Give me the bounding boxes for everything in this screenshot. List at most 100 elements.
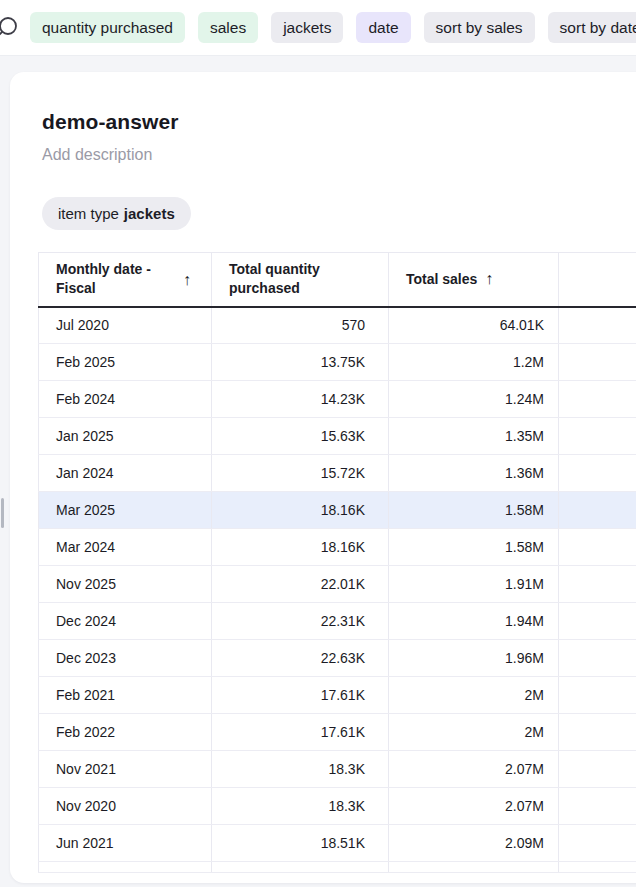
cell-monthly-date[interactable]: Dec 2023	[39, 640, 212, 677]
table-body: Jul 2020 570 64.01K Feb 2025 13.75K 1.2M…	[39, 307, 636, 873]
cell-total-sales[interactable]: 1.58M	[389, 529, 559, 566]
column-header-total-quantity[interactable]: Total quantity purchased	[212, 253, 389, 307]
cell-empty[interactable]	[559, 825, 636, 862]
cell-empty[interactable]	[559, 529, 636, 566]
filter-chip-value: jackets	[124, 205, 175, 222]
cell-total-quantity[interactable]: 22.63K	[212, 640, 389, 677]
cell-total-quantity[interactable]: 22.31K	[212, 603, 389, 640]
search-token-list: quantity purchased sales jackets date so…	[30, 12, 636, 43]
cell-total-sales[interactable]: 1.58M	[389, 492, 559, 529]
table-row: Nov 2020 18.3K 2.07M	[39, 788, 636, 825]
cell-empty[interactable]	[559, 603, 636, 640]
cell-empty[interactable]	[559, 418, 636, 455]
search-token[interactable]: sort by date	[548, 12, 636, 43]
filter-chip-prefix: item type	[58, 205, 119, 222]
search-icon[interactable]	[0, 0, 20, 56]
cell-total-quantity[interactable]: 17.61K	[212, 677, 389, 714]
answer-card: demo-answer Add description item type ja…	[10, 72, 636, 883]
cell-empty[interactable]	[559, 455, 636, 492]
cell-total-quantity[interactable]: 15.72K	[212, 455, 389, 492]
cell-monthly-date[interactable]: Nov 2020	[39, 788, 212, 825]
table-row: Feb 2022 17.61K 2M	[39, 714, 636, 751]
cell-monthly-date[interactable]: Nov 2025	[39, 566, 212, 603]
cell-monthly-date[interactable]: Feb 2022	[39, 714, 212, 751]
cell-monthly-date[interactable]: Mar 2024	[39, 529, 212, 566]
sort-ascending-icon: ↑	[485, 270, 493, 287]
cell-monthly-date[interactable]: Dec 2024	[39, 603, 212, 640]
cell-total-quantity[interactable]: 18.51K	[212, 825, 389, 862]
cell-total-sales[interactable]: 2.09M	[389, 825, 559, 862]
cell-monthly-date[interactable]: Jul 2020	[39, 307, 212, 344]
cell-total-sales[interactable]: 1.91M	[389, 566, 559, 603]
table-row: Jan 2025 15.63K 1.35M	[39, 418, 636, 455]
table-row: Feb 2024 14.23K 1.24M	[39, 381, 636, 418]
cell-total-sales[interactable]: 1.35M	[389, 418, 559, 455]
cell-total-quantity[interactable]: 18.3K	[212, 751, 389, 788]
cell-total-quantity[interactable]: 570	[212, 307, 389, 344]
cell-empty[interactable]	[559, 381, 636, 418]
cell-total-sales[interactable]: 2.07M	[389, 788, 559, 825]
cell-empty[interactable]	[559, 344, 636, 381]
cell-total-sales[interactable]: 64.01K	[389, 307, 559, 344]
table-row: Mar 2024 18.16K 1.58M	[39, 529, 636, 566]
cell-total-quantity[interactable]: 22.01K	[212, 566, 389, 603]
add-description-placeholder[interactable]: Add description	[42, 146, 636, 164]
cell-empty[interactable]	[559, 566, 636, 603]
column-header-label: Total sales	[406, 271, 477, 287]
table-row: Jun 2021 18.51K 2.09M	[39, 825, 636, 862]
table-row: Mar 2025 18.16K 1.58M	[39, 492, 636, 529]
cell-monthly-date[interactable]: Nov 2021	[39, 751, 212, 788]
table-row: Nov 2025 22.01K 1.91M	[39, 566, 636, 603]
cell-empty[interactable]	[559, 677, 636, 714]
cell-empty[interactable]	[559, 751, 636, 788]
cell-total-quantity[interactable]: 18.3K	[212, 788, 389, 825]
cell-total-quantity[interactable]: 17.61K	[212, 714, 389, 751]
cell-total-sales[interactable]: 1.2M	[389, 344, 559, 381]
cell-monthly-date[interactable]: Jan 2024	[39, 455, 212, 492]
cell-total-quantity[interactable]: 15.63K	[212, 418, 389, 455]
cell-total-sales[interactable]: 1.94M	[389, 603, 559, 640]
cell-total-quantity[interactable]: 14.23K	[212, 381, 389, 418]
cell-total-quantity[interactable]: 13.75K	[212, 344, 389, 381]
cell-total-sales[interactable]: 1.36M	[389, 455, 559, 492]
cell-empty[interactable]	[559, 714, 636, 751]
cell-monthly-date[interactable]: Feb 2021	[39, 677, 212, 714]
sort-ascending-icon: ↑	[183, 270, 191, 289]
column-header-label: Monthly date - Fiscal	[56, 260, 174, 298]
table-row: Dec 2024 22.31K 1.94M	[39, 603, 636, 640]
column-header-monthly-date[interactable]: Monthly date - Fiscal ↑	[39, 253, 212, 307]
cell-total-sales[interactable]: 1.24M	[389, 381, 559, 418]
cell-total-sales[interactable]: 2M	[389, 714, 559, 751]
cell-empty[interactable]	[559, 788, 636, 825]
cell-total-quantity[interactable]: 18.16K	[212, 492, 389, 529]
cell-monthly-date[interactable]: Feb 2024	[39, 381, 212, 418]
column-header-total-sales[interactable]: Total sales ↑	[389, 253, 559, 307]
answer-title[interactable]: demo-answer	[42, 110, 636, 134]
cell-total-sales[interactable]: 2M	[389, 677, 559, 714]
table-row: Feb 2025 13.75K 1.2M	[39, 344, 636, 381]
table-row: Feb 2021 17.61K 2M	[39, 677, 636, 714]
cell-total-quantity[interactable]: 18.16K	[212, 529, 389, 566]
search-token[interactable]: quantity purchased	[30, 12, 185, 43]
search-bar: quantity purchased sales jackets date so…	[0, 0, 636, 56]
filter-chip-item-type[interactable]: item type jackets	[42, 197, 191, 230]
cell-monthly-date[interactable]: Feb 2025	[39, 344, 212, 381]
vertical-scrollbar-thumb[interactable]	[1, 498, 4, 528]
table-header-row: Monthly date - Fiscal ↑ Total quantity p…	[39, 253, 636, 307]
cell-monthly-date[interactable]: Jan 2025	[39, 418, 212, 455]
search-token[interactable]: date	[356, 12, 410, 43]
cell-total-sales[interactable]: 1.96M	[389, 640, 559, 677]
cell-empty[interactable]	[559, 492, 636, 529]
search-token[interactable]: jackets	[271, 12, 343, 43]
cell-empty[interactable]	[559, 640, 636, 677]
table-row: Jul 2020 570 64.01K	[39, 307, 636, 344]
search-token[interactable]: sales	[198, 12, 258, 43]
table-row-partial	[39, 862, 636, 873]
cell-monthly-date[interactable]: Jun 2021	[39, 825, 212, 862]
cell-monthly-date[interactable]: Mar 2025	[39, 492, 212, 529]
table-row: Jan 2024 15.72K 1.36M	[39, 455, 636, 492]
search-token[interactable]: sort by sales	[424, 12, 535, 43]
cell-total-sales[interactable]: 2.07M	[389, 751, 559, 788]
table-row: Nov 2021 18.3K 2.07M	[39, 751, 636, 788]
cell-empty[interactable]	[559, 307, 636, 344]
